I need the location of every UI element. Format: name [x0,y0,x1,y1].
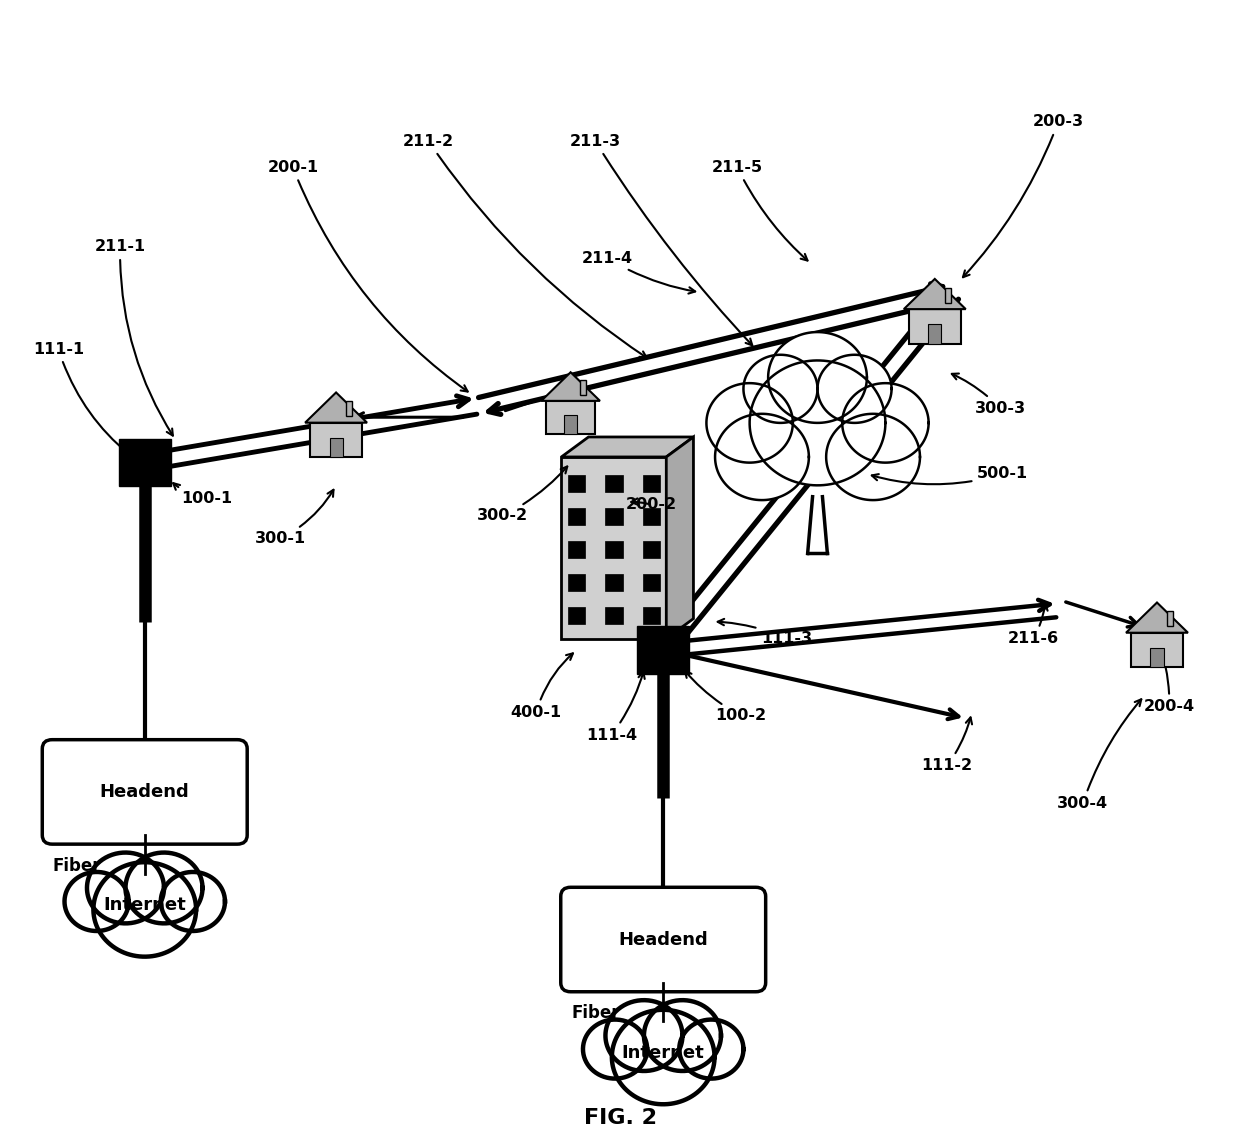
Polygon shape [93,863,196,956]
Polygon shape [817,355,892,423]
Polygon shape [768,332,867,423]
FancyBboxPatch shape [605,475,622,492]
Polygon shape [562,437,693,456]
FancyBboxPatch shape [642,607,660,624]
FancyBboxPatch shape [605,574,622,591]
Text: 211-2: 211-2 [403,133,646,357]
Bar [637,626,689,674]
Text: Headend: Headend [619,931,708,948]
Text: 211-3: 211-3 [569,133,753,346]
Polygon shape [744,355,817,423]
FancyBboxPatch shape [1131,633,1183,667]
FancyBboxPatch shape [568,475,585,492]
Text: 300-3: 300-3 [952,373,1025,415]
FancyBboxPatch shape [1167,612,1173,626]
FancyBboxPatch shape [568,574,585,591]
FancyBboxPatch shape [568,541,585,558]
FancyBboxPatch shape [568,607,585,624]
Text: 111-4: 111-4 [585,672,645,743]
FancyBboxPatch shape [580,380,585,395]
Text: 200-2: 200-2 [625,497,677,512]
FancyBboxPatch shape [546,400,595,434]
Text: 111-1: 111-1 [32,341,129,454]
FancyBboxPatch shape [605,541,622,558]
Text: 100-1: 100-1 [174,483,232,507]
FancyBboxPatch shape [564,415,577,434]
Text: 211-4: 211-4 [582,251,696,293]
Text: 200-4: 200-4 [1143,644,1195,714]
Polygon shape [87,852,164,923]
FancyBboxPatch shape [642,574,660,591]
Bar [119,439,171,486]
FancyBboxPatch shape [346,402,352,416]
Text: Headend: Headend [100,783,190,801]
Polygon shape [904,278,966,309]
FancyBboxPatch shape [42,739,247,844]
Text: 300-2: 300-2 [477,467,567,524]
FancyBboxPatch shape [1151,648,1163,667]
Polygon shape [715,414,808,500]
FancyBboxPatch shape [605,607,622,624]
Text: 111-2: 111-2 [921,718,972,774]
Polygon shape [826,414,920,500]
Polygon shape [64,872,129,931]
FancyBboxPatch shape [560,888,765,992]
FancyBboxPatch shape [909,309,961,343]
Text: 211-1: 211-1 [94,240,172,436]
FancyBboxPatch shape [310,422,362,458]
FancyBboxPatch shape [642,475,660,492]
Polygon shape [750,361,885,485]
FancyBboxPatch shape [642,508,660,525]
Text: Internet: Internet [621,1044,704,1062]
FancyBboxPatch shape [330,438,342,458]
Polygon shape [666,437,693,639]
Polygon shape [1126,602,1188,633]
Text: 300-1: 300-1 [255,489,334,547]
Polygon shape [583,1020,647,1078]
Polygon shape [605,1001,682,1071]
Text: Fiber: Fiber [572,1004,620,1022]
FancyBboxPatch shape [945,288,951,302]
Text: Fiber: Fiber [52,857,102,875]
Text: 200-1: 200-1 [268,160,467,391]
Text: 211-6: 211-6 [1008,604,1059,646]
Text: 300-4: 300-4 [1058,699,1141,811]
Polygon shape [644,1001,720,1071]
FancyBboxPatch shape [568,508,585,525]
Polygon shape [542,372,600,400]
FancyBboxPatch shape [642,541,660,558]
Polygon shape [125,852,202,923]
Text: 211-5: 211-5 [712,160,807,260]
FancyBboxPatch shape [929,324,941,343]
Polygon shape [305,393,367,422]
Polygon shape [842,383,929,462]
Text: 400-1: 400-1 [511,654,573,720]
Polygon shape [707,383,792,462]
FancyBboxPatch shape [562,456,666,639]
Polygon shape [611,1010,714,1104]
Text: FIG. 2: FIG. 2 [584,1108,656,1127]
Text: 200-3: 200-3 [963,114,1084,277]
Polygon shape [680,1020,744,1078]
FancyBboxPatch shape [605,508,622,525]
Text: Internet: Internet [103,897,186,914]
Text: 111-3: 111-3 [718,618,812,646]
Text: 100-2: 100-2 [684,671,766,723]
Text: 500-1: 500-1 [872,467,1028,484]
Polygon shape [161,872,224,931]
